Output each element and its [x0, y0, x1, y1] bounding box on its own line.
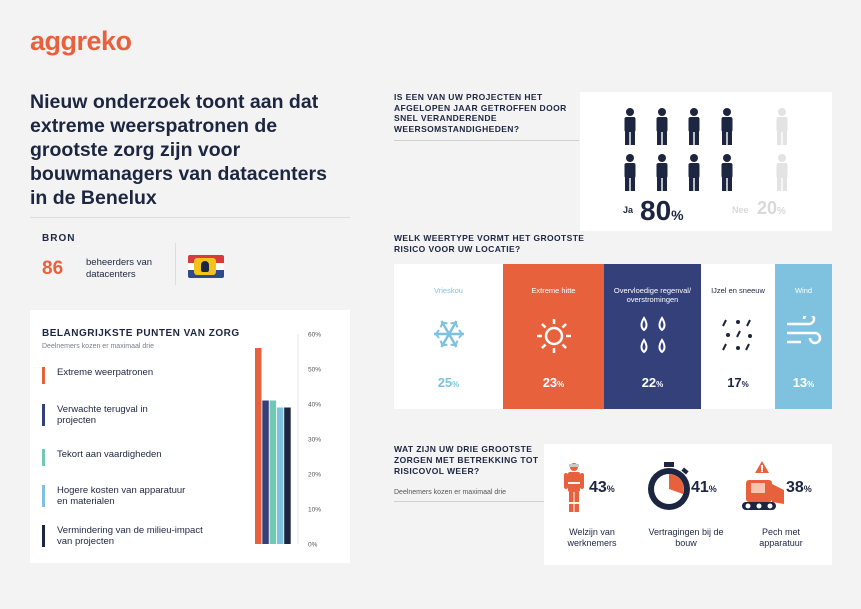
concern-value: 38%: [786, 479, 812, 496]
person-icon-yes: [688, 154, 700, 191]
concerns-bar-chart: 0% 10% 20% 30% 40% 50% 60%: [255, 332, 321, 549]
aggreko-logo: aggreko: [30, 26, 132, 56]
people-pictogram: [624, 108, 788, 191]
source-separator: [175, 243, 176, 285]
concern-bar: [262, 400, 269, 544]
worker-icon: [564, 463, 584, 512]
y-tick-label: 60%: [308, 332, 321, 339]
wind-icon: [785, 312, 823, 355]
yes-value: 80%: [640, 195, 684, 226]
person-icon-yes: [656, 154, 668, 191]
weather-panel-raindrops: Overvloedige regenval/ overstromingen 22%: [604, 264, 701, 409]
y-tick-label: 30%: [308, 437, 321, 444]
weather-value: 22%: [641, 375, 664, 390]
excavator-warning-icon: [742, 461, 784, 510]
concern-bar: [284, 407, 291, 544]
person-icon-yes: [624, 108, 636, 145]
legend-color-mark: [42, 404, 45, 426]
concern-bar: [269, 400, 277, 544]
person-icon-yes: [624, 154, 636, 191]
concern-label: Vertragingen bij de bouw: [648, 527, 724, 548]
raindrops-icon: [635, 316, 671, 361]
sun-icon: [534, 316, 574, 361]
legend-label: Tekort aan vaardigheden: [57, 449, 162, 460]
legend-item: Hogere kosten van apparatuur en material…: [42, 485, 197, 507]
person-icon-yes: [721, 108, 733, 145]
legend-label: Vermindering van de milieu-impact van pr…: [57, 525, 203, 547]
person-icon-no: [776, 108, 788, 145]
legend-item: Tekort aan vaardigheden: [42, 449, 217, 466]
weather-label: Vrieskou: [434, 286, 463, 295]
source-description: beheerders van datacenters: [86, 257, 153, 280]
legend-item: Vermindering van de milieu-impact van pr…: [42, 525, 207, 547]
legend-label: Hogere kosten van apparatuur en material…: [57, 485, 186, 507]
source-label: BRON: [42, 233, 76, 244]
concerns-title: BELANGRIJKSTE PUNTEN VAN ZORG: [42, 328, 240, 339]
no-value: 20%: [757, 198, 786, 218]
legend-label: Extreme weerpatronen: [57, 367, 154, 378]
yes-label: Ja: [623, 205, 634, 215]
weather-value: 25%: [437, 375, 460, 390]
y-tick-label: 10%: [308, 507, 321, 514]
person-icon-yes: [688, 108, 700, 145]
hail-icon: [722, 316, 754, 361]
person-icon-yes: [656, 108, 668, 145]
question3-underline: [394, 501, 544, 502]
y-tick-label: 40%: [308, 402, 321, 409]
page-headline: Nieuw onderzoek toont aan dat extreme we…: [30, 91, 327, 209]
no-label: Nee: [732, 205, 749, 215]
concern-bar: [255, 348, 262, 544]
concern-label: Welzijn van werknemers: [567, 527, 617, 548]
headline-divider: [30, 217, 350, 218]
source-count: 86: [42, 258, 64, 279]
weather-label: Overvloedige regenval/ overstromingen: [613, 286, 692, 304]
legend-item: Verwachte terugval in projecten: [42, 404, 187, 426]
benelux-flag-icon: [188, 255, 224, 278]
y-tick-label: 20%: [308, 472, 321, 479]
question2-text: WELK WEERTYPE VORMT HET GROOTSTE RISICO …: [394, 233, 585, 254]
weather-panel-hail: IJzel en sneeuw 17%: [701, 264, 775, 409]
person-icon-no: [776, 154, 788, 191]
weather-label: Extreme hitte: [531, 286, 576, 295]
question3-subtitle: Deelnemers kozen er maximaal drie: [394, 489, 507, 496]
legend-color-mark: [42, 449, 45, 466]
weather-panel-snowflake: Vrieskou 25%: [394, 264, 503, 409]
top-concerns-card: [544, 444, 832, 565]
weather-panel-wind: Wind 13%: [775, 264, 832, 409]
weather-panel-sun: Extreme hitte 23%: [503, 264, 604, 409]
weather-label: Wind: [794, 286, 813, 295]
concerns-subtitle: Deelnemers kozen er maximaal drie: [42, 343, 155, 350]
concern-bar: [276, 407, 284, 544]
snowflake-icon: [431, 316, 467, 357]
legend-item: Extreme weerpatronen: [42, 367, 217, 384]
y-tick-label: 50%: [308, 367, 321, 374]
legend-color-mark: [42, 485, 45, 507]
y-tick-label: 0%: [308, 542, 318, 549]
weather-value: 13%: [792, 375, 815, 390]
weather-value: 17%: [727, 375, 749, 390]
question1-text: IS EEN VAN UW PROJECTEN HET AFGELOPEN JA…: [394, 92, 567, 134]
legend-color-mark: [42, 367, 45, 384]
concerns-card: [30, 310, 350, 563]
weather-value: 23%: [542, 375, 565, 390]
concern-label: Pech met apparatuur: [759, 527, 803, 548]
person-icon-yes: [721, 154, 733, 191]
question3-text: WAT ZIJN UW DRIE GROOTSTE ZORGEN MET BET…: [394, 444, 539, 476]
question1-underline: [394, 140, 579, 141]
weather-label: IJzel en sneeuw: [711, 286, 765, 295]
legend-color-mark: [42, 525, 45, 547]
concern-value: 43%: [589, 479, 615, 496]
concern-value: 41%: [691, 479, 717, 496]
stopwatch-icon: [648, 462, 690, 510]
legend-label: Verwachte terugval in projecten: [57, 404, 148, 426]
people-card: [580, 92, 832, 231]
